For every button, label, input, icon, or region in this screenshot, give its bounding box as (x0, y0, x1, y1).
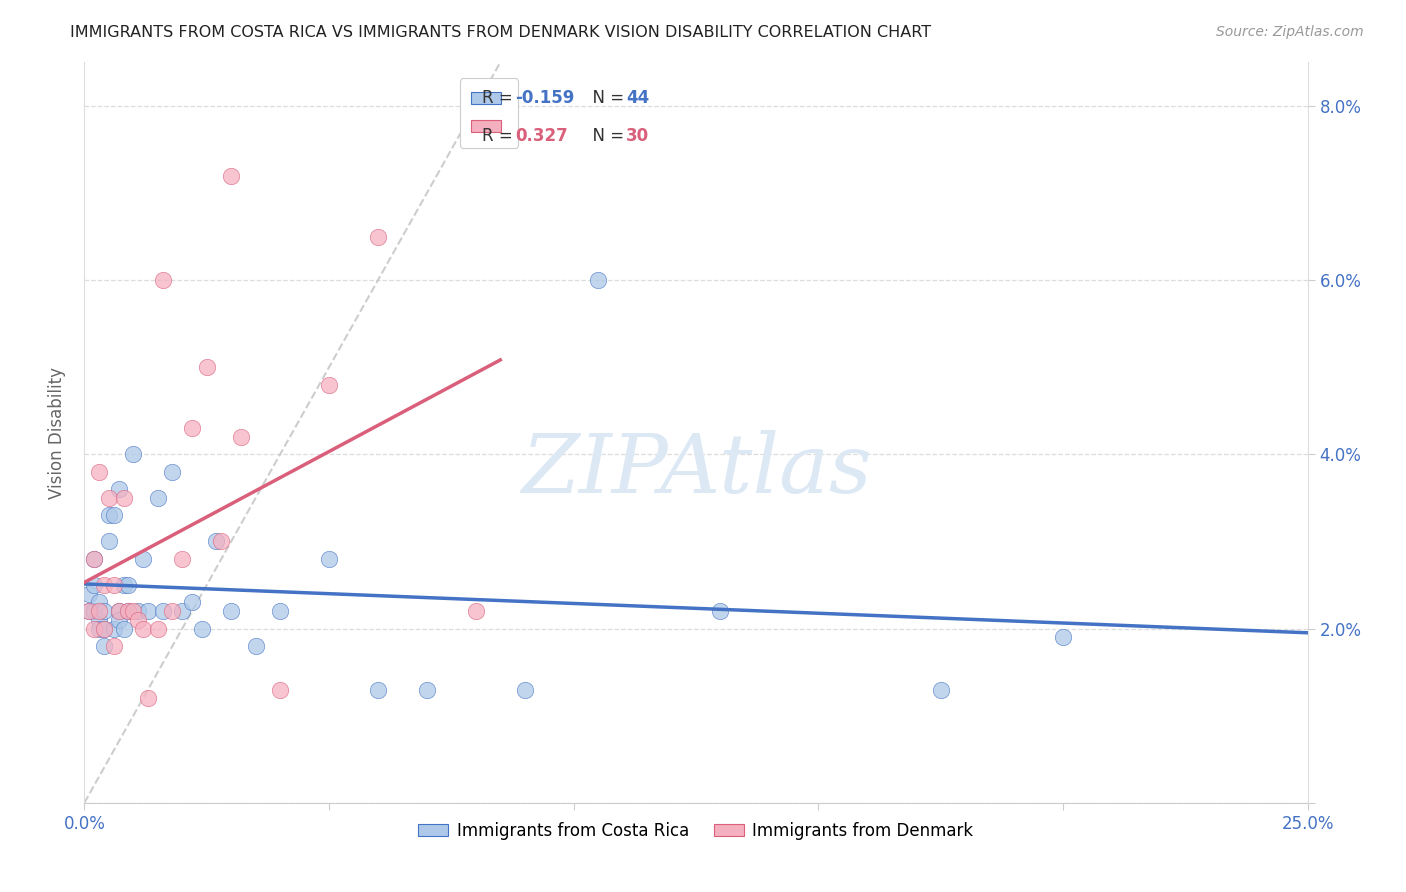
Y-axis label: Vision Disability: Vision Disability (48, 367, 66, 499)
Point (195, 360, 218, 375)
Point (132, 552, 155, 566)
Point (181, 421, 204, 435)
Point (191, 622, 214, 636)
Point (77, 587, 100, 601)
Point (112, 491, 135, 505)
Point (103, 578, 125, 592)
Point (117, 578, 139, 592)
Point (209, 534, 232, 549)
Point (87, 613, 110, 627)
Point (586, 273, 609, 287)
Point (162, 604, 184, 618)
Text: R =: R = (482, 89, 517, 107)
Point (107, 604, 129, 618)
Legend: Immigrants from Costa Rica, Immigrants from Denmark: Immigrants from Costa Rica, Immigrants f… (412, 815, 980, 847)
Point (107, 604, 129, 618)
Point (172, 604, 194, 618)
Point (87, 595, 110, 609)
Point (112, 622, 135, 636)
Point (709, 604, 731, 618)
Point (93, 639, 115, 653)
Point (152, 604, 174, 618)
Point (97, 491, 120, 505)
Point (219, 604, 242, 618)
Text: N =: N = (582, 89, 630, 107)
Point (117, 604, 139, 618)
Point (87, 622, 110, 636)
Point (112, 578, 135, 592)
Text: -0.159: -0.159 (515, 89, 574, 107)
Point (122, 447, 145, 461)
Point (318, 377, 340, 392)
Point (245, 639, 267, 653)
Point (127, 604, 149, 618)
Point (1052, 630, 1074, 644)
Point (103, 622, 125, 636)
Point (318, 552, 340, 566)
Text: 44: 44 (626, 89, 650, 107)
Text: 0.327: 0.327 (515, 128, 568, 145)
Point (367, 229, 389, 244)
Text: Source: ZipAtlas.com: Source: ZipAtlas.com (1216, 25, 1364, 39)
Point (146, 622, 169, 636)
Point (93, 578, 115, 592)
Point (93, 604, 115, 618)
Point (162, 465, 184, 479)
Point (132, 622, 155, 636)
Point (83, 604, 105, 618)
Point (83, 552, 105, 566)
Point (107, 613, 129, 627)
Point (77, 604, 100, 618)
Point (97, 534, 120, 549)
Point (181, 595, 204, 609)
Point (172, 552, 194, 566)
Point (97, 508, 120, 523)
Text: 30: 30 (626, 128, 650, 145)
Point (219, 169, 242, 183)
Point (205, 534, 228, 549)
Point (152, 273, 174, 287)
Point (136, 604, 159, 618)
Point (127, 613, 149, 627)
Point (87, 604, 110, 618)
Point (93, 622, 115, 636)
Point (107, 482, 129, 496)
Point (93, 622, 115, 636)
Point (136, 691, 159, 706)
Point (269, 604, 291, 618)
Point (122, 604, 145, 618)
Point (103, 508, 125, 523)
Point (513, 682, 536, 697)
Point (929, 682, 952, 697)
Point (103, 639, 125, 653)
Point (269, 682, 291, 697)
Point (367, 682, 389, 697)
Point (229, 430, 252, 444)
Text: N =: N = (582, 128, 630, 145)
Point (83, 578, 105, 592)
Point (117, 604, 139, 618)
Text: R =: R = (482, 128, 523, 145)
Point (464, 604, 486, 618)
Point (87, 465, 110, 479)
Text: ZIPAtlas: ZIPAtlas (520, 430, 872, 509)
Point (83, 552, 105, 566)
Point (77, 604, 100, 618)
Point (146, 491, 169, 505)
Point (416, 682, 439, 697)
Point (83, 622, 105, 636)
Text: IMMIGRANTS FROM COSTA RICA VS IMMIGRANTS FROM DENMARK VISION DISABILITY CORRELAT: IMMIGRANTS FROM COSTA RICA VS IMMIGRANTS… (70, 25, 931, 40)
